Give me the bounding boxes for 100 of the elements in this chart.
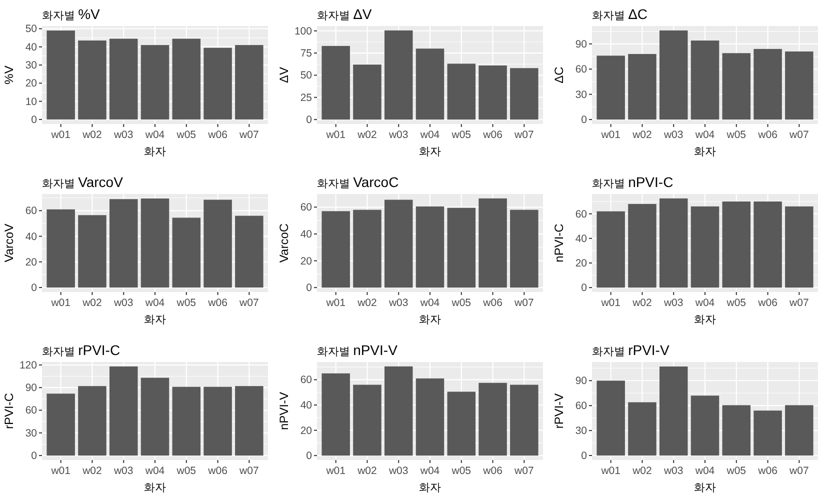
chart-title: 화자별 VarcoC	[317, 174, 399, 190]
chart-title: 화자별 ΔC	[592, 6, 648, 22]
x-axis-title: 화자	[144, 482, 166, 494]
y-axis-title: VarcoC	[277, 223, 291, 263]
x-tick-label: w06	[207, 465, 228, 477]
y-tick-label: 0	[306, 282, 312, 294]
y-axis-title: rPVI-C	[2, 392, 16, 429]
x-tick-label: w03	[112, 129, 134, 141]
y-axis-title: ΔC	[552, 66, 566, 84]
y-axis-title: %V	[2, 66, 16, 84]
x-tick-label: w07	[788, 465, 809, 477]
y-tick-label: 120	[19, 359, 38, 372]
x-axis-title: 화자	[419, 314, 441, 326]
y-tick-label: 10	[25, 96, 38, 108]
x-tick-label: w01	[600, 465, 621, 477]
y-axis-title: rPVI-V	[552, 393, 566, 429]
y-tick-label: 75	[300, 48, 312, 60]
x-tick-label: w02	[356, 297, 378, 309]
y-tick-label: 90	[575, 38, 588, 50]
x-tick-label: w05	[176, 297, 196, 309]
x-tick-label: w05	[726, 297, 746, 309]
x-tick-label: w06	[482, 465, 503, 477]
y-tick-label: 30	[25, 60, 38, 72]
x-tick-label: w04	[419, 465, 440, 477]
x-tick-label: w04	[144, 465, 165, 477]
x-axis-title: 화자	[694, 482, 716, 494]
x-tick-label: w01	[325, 129, 346, 141]
y-tick-label: 20	[300, 424, 312, 437]
x-tick-label: w07	[788, 297, 809, 309]
y-tick-label: 0	[306, 450, 312, 462]
x-tick-label: w07	[238, 129, 259, 141]
x-tick-label: w04	[419, 297, 440, 309]
x-tick-label: w03	[388, 297, 408, 309]
chart-title: 화자별 rPVI-V	[592, 342, 670, 358]
x-tick-label: w07	[238, 465, 259, 477]
y-tick-label: 0	[306, 114, 312, 126]
x-tick-label: w07	[514, 129, 534, 141]
x-tick-label: w01	[600, 129, 621, 141]
y-tick-label: 40	[25, 230, 38, 243]
x-tick-label: w02	[82, 465, 102, 477]
y-tick-label: 40	[300, 228, 312, 240]
y-tick-label: 20	[25, 256, 38, 268]
x-tick-label: w04	[419, 129, 440, 141]
chart-title: 화자별 %V	[42, 6, 101, 22]
y-tick-label: 100	[294, 25, 312, 38]
x-tick-label: w01	[50, 297, 71, 309]
x-axis-title: 화자	[144, 314, 166, 326]
y-tick-label: 20	[300, 255, 312, 268]
x-tick-label: w07	[514, 465, 534, 477]
y-tick-label: 60	[575, 208, 588, 220]
y-tick-label: 0	[31, 282, 38, 294]
x-tick-label: w02	[632, 465, 652, 477]
x-tick-label: w04	[694, 297, 715, 309]
x-tick-label: w07	[238, 297, 259, 309]
x-tick-label: w05	[450, 297, 472, 309]
y-axis-title: VarcoV	[2, 224, 16, 262]
x-tick-label: w04	[694, 465, 715, 477]
chart-title: 화자별 nPVI-C	[592, 174, 674, 190]
x-tick-label: w06	[757, 129, 778, 141]
y-tick-label: 50	[25, 23, 38, 36]
x-tick-label: w05	[176, 465, 196, 477]
x-tick-label: w06	[482, 129, 503, 141]
x-axis-title: 화자	[419, 482, 441, 494]
x-tick-label: w03	[112, 297, 134, 309]
y-tick-label: 90	[25, 382, 38, 394]
x-tick-label: w02	[632, 129, 652, 141]
y-tick-label: 30	[575, 88, 588, 101]
x-axis-title: 화자	[144, 146, 166, 158]
x-tick-label: w05	[450, 129, 472, 141]
y-tick-label: 0	[581, 450, 588, 462]
y-axis-title: nPVI-C	[552, 223, 566, 262]
chart-title: 화자별 rPVI-C	[42, 342, 120, 358]
y-tick-label: 60	[25, 205, 38, 218]
x-tick-label: w05	[450, 465, 472, 477]
y-tick-label: 30	[25, 427, 38, 440]
x-tick-label: w01	[325, 297, 346, 309]
x-tick-label: w03	[112, 465, 134, 477]
chart-title: 화자별 ΔV	[317, 6, 372, 22]
chart-title: 화자별 nPVI-V	[317, 342, 398, 358]
y-tick-label: 0	[31, 114, 38, 126]
x-tick-label: w03	[662, 129, 684, 141]
x-tick-label: w02	[82, 129, 102, 141]
x-tick-label: w06	[757, 465, 778, 477]
x-tick-label: w04	[694, 129, 715, 141]
x-tick-label: w07	[514, 297, 534, 309]
y-tick-label: 0	[31, 450, 38, 462]
x-tick-label: w06	[482, 297, 503, 309]
y-axis-title: nPVI-V	[277, 392, 291, 430]
y-tick-label: 25	[300, 92, 312, 104]
y-tick-label: 20	[25, 78, 38, 90]
y-tick-label: 20	[575, 257, 588, 270]
y-tick-label: 40	[25, 41, 38, 54]
x-tick-label: w04	[144, 297, 165, 309]
x-tick-label: w04	[144, 129, 165, 141]
x-axis-title: 화자	[419, 146, 441, 158]
x-tick-label: w03	[662, 297, 684, 309]
y-tick-label: 60	[300, 202, 312, 214]
x-tick-label: w07	[788, 129, 809, 141]
x-axis-title: 화자	[694, 146, 716, 158]
x-tick-label: w03	[388, 465, 408, 477]
